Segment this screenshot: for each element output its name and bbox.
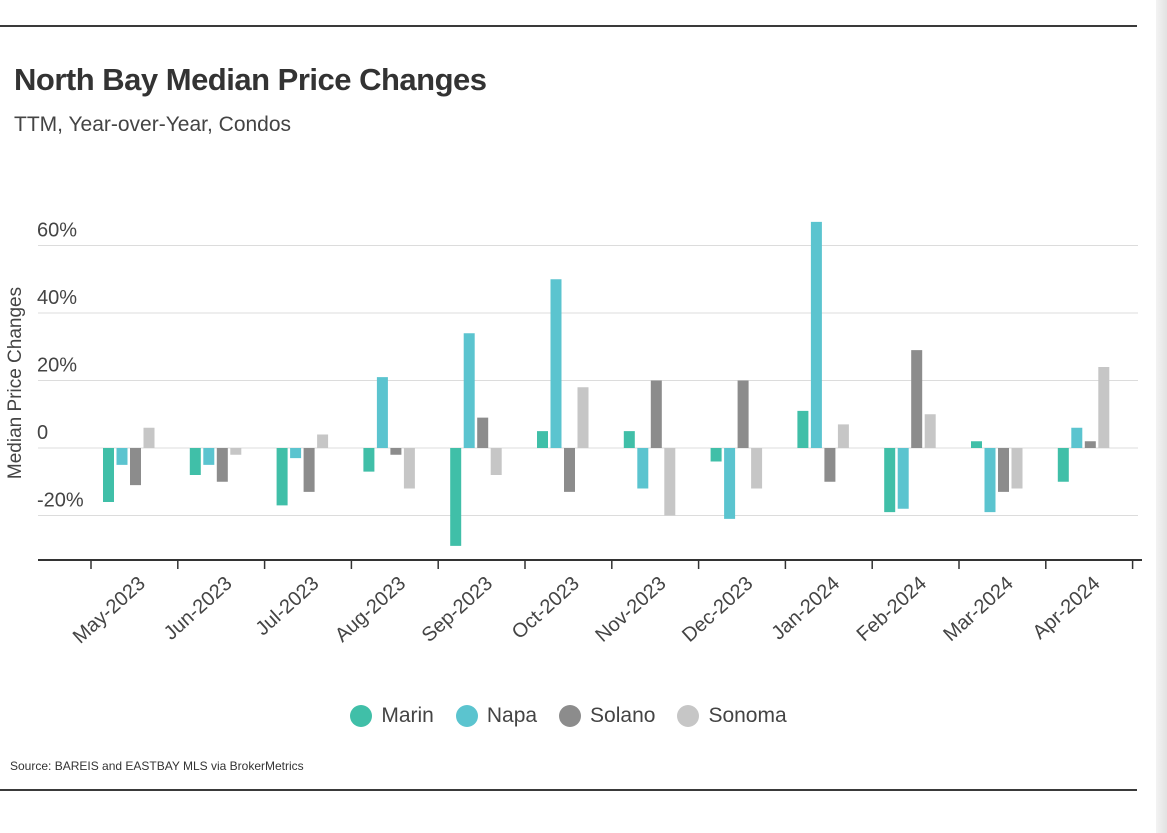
bar-solano-jan-2024 <box>824 448 836 482</box>
x-tick-label: Jun-2023 <box>160 572 237 644</box>
y-tick-labels: 60% 40% 20% 0 -20% <box>37 220 84 512</box>
top-rule <box>0 25 1137 27</box>
x-tick-label: Jul-2023 <box>252 572 324 640</box>
legend-swatch <box>455 705 478 727</box>
bar-napa-feb-2024 <box>897 448 909 509</box>
bar-marin-may-2023 <box>103 448 114 502</box>
bar-sonoma-apr-2024 <box>1098 367 1110 448</box>
bar-solano-aug-2023 <box>390 448 402 455</box>
bar-marin-jan-2024 <box>797 410 809 448</box>
legend-swatch <box>559 705 582 727</box>
bar-solano-feb-2024 <box>911 350 923 448</box>
bar-solano-nov-2023 <box>650 380 662 448</box>
y-tick-label: 40% <box>37 287 77 309</box>
bar-marin-jun-2023 <box>189 448 201 475</box>
y-tick-label: 20% <box>37 355 77 377</box>
chart-title: North Bay Median Price Changes <box>14 62 487 97</box>
bar-solano-mar-2024 <box>998 448 1009 492</box>
bar-napa-sep-2023 <box>463 333 475 448</box>
bar-sonoma-jun-2023 <box>230 448 242 455</box>
bar-solano-jun-2023 <box>216 448 228 482</box>
legend: Marin Napa Solano Sonoma <box>0 704 1137 728</box>
legend-label: Napa <box>486 704 538 727</box>
x-tick-label: Sep-2023 <box>418 572 497 646</box>
x-tick-label: Jan-2024 <box>767 572 844 644</box>
bar-napa-mar-2024 <box>984 448 996 513</box>
bar-napa-oct-2023 <box>550 279 562 448</box>
bar-napa-jun-2023 <box>203 448 215 465</box>
x-tick-label: Oct-2023 <box>508 572 584 643</box>
bar-sonoma-nov-2023 <box>664 448 676 516</box>
bar-marin-oct-2023 <box>537 431 548 448</box>
y-tick-label: 0 <box>37 422 48 444</box>
bar-napa-jul-2023 <box>290 448 302 459</box>
bar-sonoma-feb-2024 <box>924 414 936 448</box>
x-tick-label: Dec-2023 <box>678 572 757 646</box>
bar-sonoma-jan-2024 <box>837 424 849 448</box>
x-tick-label: Apr-2024 <box>1029 572 1105 643</box>
legend-swatch <box>677 705 700 727</box>
legend-label: Solano <box>590 704 656 727</box>
y-tick-label: -20% <box>37 490 84 512</box>
bar-napa-may-2023 <box>116 448 128 465</box>
bar-sonoma-mar-2024 <box>1011 448 1023 489</box>
bar-marin-feb-2024 <box>884 448 896 513</box>
chart-subtitle: TTM, Year-over-Year, Condos <box>14 113 292 136</box>
source-note: Source: BAREIS and EASTBAY MLS via Broke… <box>10 759 304 773</box>
bar-sonoma-sep-2023 <box>490 448 502 475</box>
bar-napa-dec-2023 <box>724 448 736 519</box>
bar-sonoma-aug-2023 <box>403 448 415 489</box>
legend-item-solano: Solano <box>559 704 655 728</box>
bar-solano-jul-2023 <box>303 448 315 492</box>
legend-item-sonoma: Sonoma <box>677 704 787 728</box>
bar-sonoma-dec-2023 <box>751 448 763 489</box>
bar-solano-dec-2023 <box>737 380 749 448</box>
bar-marin-sep-2023 <box>450 448 462 546</box>
x-tick-label: Feb-2024 <box>853 572 931 646</box>
x-axis: May-2023 Jun-2023 Jul-2023 Aug-2023 Sep-2023… <box>38 559 1142 648</box>
x-tick-label: May-2023 <box>69 572 150 648</box>
page-edge <box>1156 0 1167 833</box>
bar-sonoma-may-2023 <box>143 427 155 448</box>
legend-item-marin: Marin <box>350 704 434 728</box>
bar-marin-jul-2023 <box>276 448 288 506</box>
bar-napa-aug-2023 <box>376 377 388 448</box>
legend-swatch <box>350 705 373 727</box>
bar-sonoma-jul-2023 <box>317 434 329 448</box>
bar-marin-dec-2023 <box>710 448 722 462</box>
bar-napa-jan-2024 <box>810 221 822 448</box>
legend-label: Sonoma <box>708 704 787 727</box>
bar-solano-sep-2023 <box>477 417 489 448</box>
bar-solano-may-2023 <box>130 448 141 486</box>
bar-marin-apr-2024 <box>1057 448 1069 482</box>
bars <box>103 221 1110 546</box>
bar-marin-nov-2023 <box>623 431 635 448</box>
x-tick-label: Mar-2024 <box>939 572 1017 646</box>
bar-marin-mar-2024 <box>971 441 982 448</box>
x-tick-label: Aug-2023 <box>331 572 410 646</box>
x-tick-label: Nov-2023 <box>591 572 670 646</box>
bar-solano-oct-2023 <box>564 448 575 492</box>
legend-label: Marin <box>381 704 434 727</box>
bar-solano-apr-2024 <box>1084 441 1096 448</box>
bar-napa-nov-2023 <box>637 448 649 489</box>
bar-marin-aug-2023 <box>363 448 375 472</box>
bar-sonoma-oct-2023 <box>577 387 589 448</box>
bar-napa-apr-2024 <box>1071 427 1083 448</box>
legend-item-napa: Napa <box>455 704 538 728</box>
gridlines <box>38 245 1138 516</box>
bottom-rule <box>0 789 1137 791</box>
y-tick-label: 60% <box>37 220 77 242</box>
